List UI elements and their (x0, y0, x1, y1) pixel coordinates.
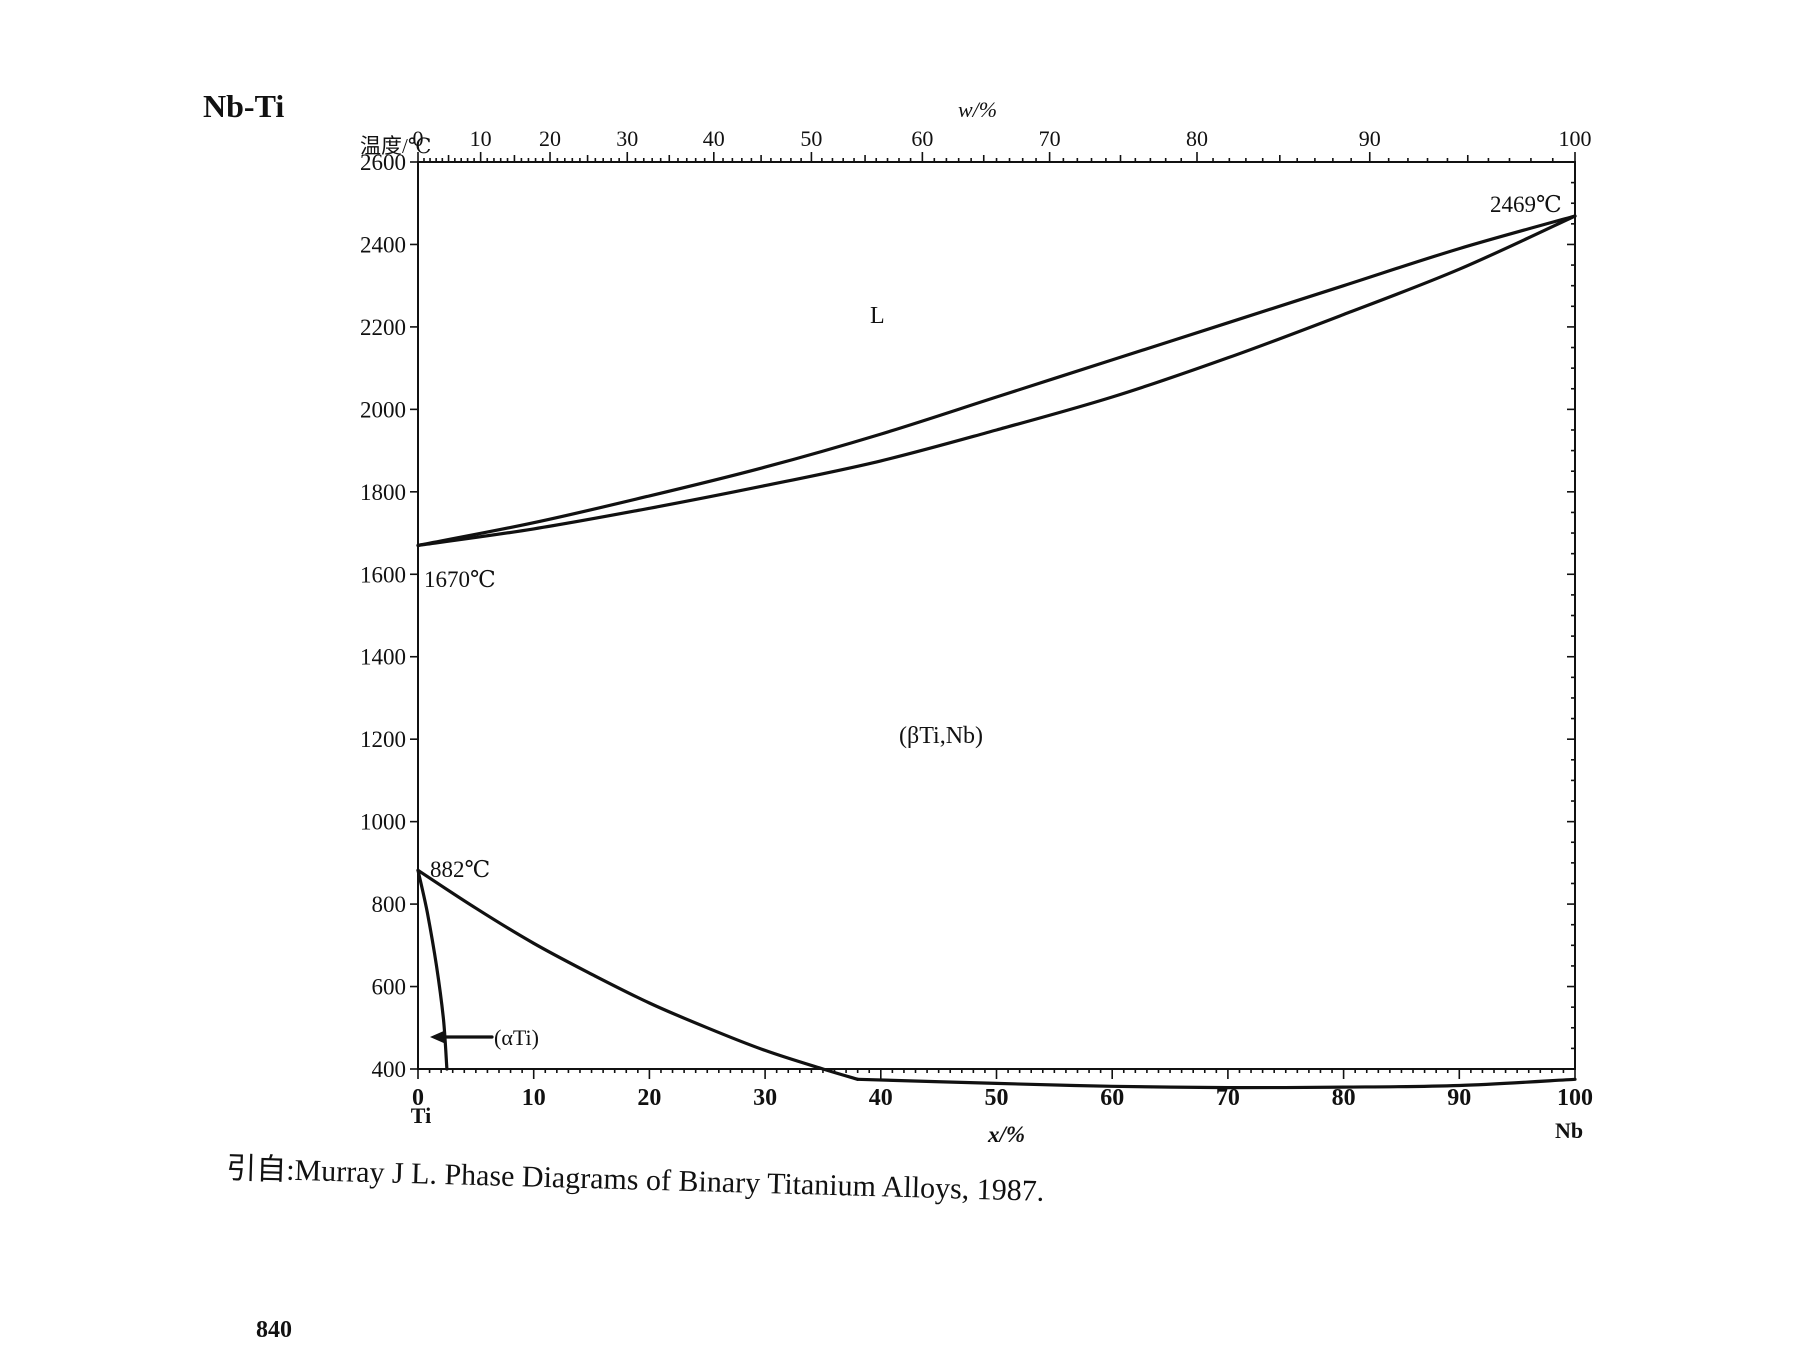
left-element-label: Ti (411, 1103, 431, 1128)
bottom-tick-label-10: 10 (522, 1085, 546, 1111)
page-number: 840 (256, 1317, 292, 1343)
bottom-tick-label-20: 20 (637, 1085, 661, 1111)
y-tick-label-1000: 1000 (360, 810, 406, 835)
bottom-tick-label-90: 90 (1447, 1085, 1471, 1111)
top-axis-minor-ticks (423, 155, 1554, 162)
top-tick-label-90: 90 (1359, 126, 1381, 151)
y-tick-label-600: 600 (372, 975, 407, 1000)
curve-solidus (416, 214, 1577, 547)
bottom-tick-label-30: 30 (753, 1085, 777, 1111)
nb-melting-annotation: 2469℃ (1490, 192, 1562, 217)
y-tick-label-1400: 1400 (360, 645, 406, 670)
bottom-tick-label-70: 70 (1216, 1085, 1240, 1111)
top-tick-label-20: 20 (539, 126, 561, 151)
top-axis-label: w/% (958, 97, 997, 122)
bottom-tick-label-0: 0 (412, 1085, 424, 1111)
phase-boundaries (416, 214, 1577, 1090)
y-tick-label-1800: 1800 (360, 480, 406, 505)
y-tick-label-2400: 2400 (360, 232, 406, 257)
y-axis-label: 温度/℃ (360, 134, 431, 158)
bottom-axis-ticks: 0 10 20 30 40 50 60 70 80 90 100 (412, 1069, 1593, 1111)
top-tick-label-60: 60 (911, 126, 933, 151)
ti-melting-annotation: 1670℃ (424, 567, 496, 592)
top-tick-label-10: 10 (470, 126, 492, 151)
bottom-axis-label: x/% (987, 1122, 1025, 1147)
curve-lower-boundary (856, 1077, 1577, 1090)
system-title: Nb-Ti (203, 88, 284, 124)
top-tick-label-40: 40 (703, 126, 725, 151)
y-tick-label-1200: 1200 (360, 727, 406, 752)
y-tick-label-2200: 2200 (360, 315, 406, 340)
source-caption: 引自:Murray J L. Phase Diagrams of Binary … (226, 1152, 1045, 1208)
y-tick-label-800: 800 (372, 892, 407, 917)
top-tick-label-100: 100 (1559, 126, 1592, 151)
top-tick-label-80: 80 (1186, 126, 1208, 151)
alpha-arrow-head (430, 1030, 446, 1044)
curve-liquidus (416, 214, 1577, 547)
right-axis-minor-ticks (1567, 161, 1575, 1070)
top-tick-label-30: 30 (616, 126, 638, 151)
top-tick-label-50: 50 (800, 126, 822, 151)
curve-beta-transus (416, 868, 860, 1081)
bottom-tick-label-60: 60 (1100, 1085, 1124, 1111)
bottom-tick-label-80: 80 (1332, 1085, 1356, 1111)
bottom-tick-label-100: 100 (1557, 1085, 1593, 1111)
bottom-axis-minor-ticks (428, 1069, 1565, 1073)
y-tick-label-2600: 2600 (360, 150, 406, 175)
y-tick-label-2000: 2000 (360, 397, 406, 422)
ti-transformation-annotation: 882℃ (430, 857, 490, 882)
top-tick-label-0: 0 (413, 126, 424, 151)
y-tick-label-1600: 1600 (360, 562, 406, 587)
liquid-phase-label: L (870, 303, 885, 329)
top-axis-ticks: 0 10 20 30 40 50 60 70 80 90 100 (413, 126, 1592, 162)
right-element-label: Nb (1555, 1118, 1583, 1143)
bottom-tick-label-40: 40 (869, 1085, 893, 1111)
top-tick-label-70: 70 (1039, 126, 1061, 151)
plot-frame (417, 161, 1576, 1070)
bottom-tick-label-50: 50 (985, 1085, 1009, 1111)
alpha-phase-label: (αTi) (494, 1025, 539, 1050)
y-axis-ticks: 400 600 800 1000 1200 1400 1600 1800 2000 2200 240… (360, 150, 418, 1082)
y-tick-label-400: 400 (372, 1057, 407, 1082)
beta-phase-label: (βTi,Nb) (899, 723, 983, 749)
